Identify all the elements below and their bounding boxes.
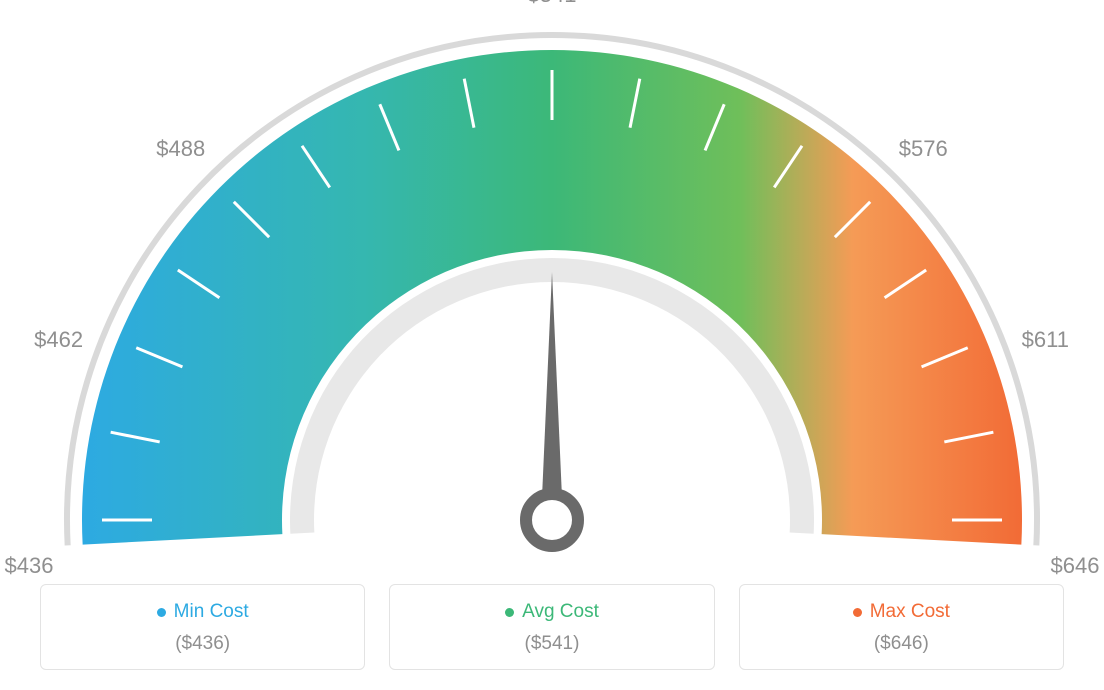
legend-avg-value: ($541) (390, 633, 713, 655)
legend-card-min: Min Cost ($436) (40, 584, 365, 670)
gauge-tick-label: $462 (34, 327, 83, 353)
legend-min-title: Min Cost (157, 601, 249, 623)
gauge-tick-label: $611 (1022, 327, 1069, 353)
gauge-area: $436 $462 $488 $541 $576 $611 $646 (0, 0, 1104, 580)
legend-max-title: Max Cost (853, 601, 950, 623)
legend-dot-min-icon (157, 608, 166, 617)
gauge-tick-label: $541 (528, 0, 577, 8)
gauge-svg (0, 0, 1104, 580)
legend-row: Min Cost ($436) Avg Cost ($541) Max Cost… (40, 584, 1064, 670)
legend-max-label: Max Cost (870, 601, 950, 623)
legend-min-label: Min Cost (174, 601, 249, 623)
legend-card-max: Max Cost ($646) (739, 584, 1064, 670)
legend-card-avg: Avg Cost ($541) (389, 584, 714, 670)
legend-dot-max-icon (853, 608, 862, 617)
gauge-tick-label: $646 (1051, 553, 1100, 579)
legend-avg-label: Avg Cost (522, 601, 599, 623)
legend-avg-title: Avg Cost (505, 601, 599, 623)
cost-gauge-chart: $436 $462 $488 $541 $576 $611 $646 Min Cost ($… (0, 0, 1104, 690)
legend-max-value: ($646) (740, 633, 1063, 655)
gauge-tick-label: $576 (899, 136, 948, 162)
legend-dot-avg-icon (505, 608, 514, 617)
legend-min-value: ($436) (41, 633, 364, 655)
gauge-tick-label: $488 (156, 136, 205, 162)
gauge-tick-label: $436 (5, 553, 54, 579)
